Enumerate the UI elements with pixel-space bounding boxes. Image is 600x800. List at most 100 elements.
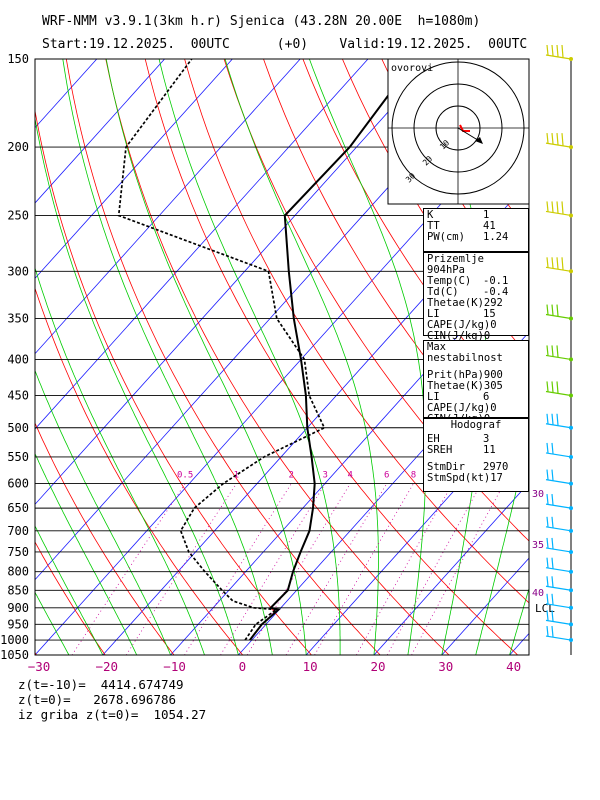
mixing-ratio-label: 8 <box>411 471 416 481</box>
wind-barb-flag <box>561 257 564 270</box>
pressure-tick-label: 200 <box>7 140 29 154</box>
wind-barb-flag <box>551 576 554 588</box>
wind-barb-shaft <box>545 526 572 532</box>
hodograf-panel: Hodograf EH 3 SREH 11 StmDir 2970 StmSpd(kt… <box>423 418 529 492</box>
wind-barb-flag <box>546 44 549 56</box>
wind-barb-shaft <box>545 603 572 609</box>
wind-barb-flag <box>546 494 549 505</box>
wind-barbs <box>545 44 573 655</box>
instability-value: 0 <box>490 402 497 414</box>
wind-barb-flag <box>556 257 559 269</box>
hodograf-value: 11 <box>483 444 496 456</box>
instability-panel: Max nestabilnost Prit(hPa) 900 Thetae(K) 3… <box>423 340 529 425</box>
pressure-tick-label: 850 <box>7 583 29 597</box>
hodograf-label: SREH <box>427 444 453 456</box>
z-minus10-line: z(t=-10)= 4414.674749 <box>18 677 184 692</box>
pressure-tick-label: 500 <box>7 421 29 435</box>
instability-label: Prit(hPa) <box>427 369 484 381</box>
pressure-tick-label: 400 <box>7 352 29 366</box>
profiles <box>117 59 417 641</box>
moist-adiabat-line <box>35 116 239 655</box>
wind-barb-shaft <box>545 585 572 591</box>
wind-barb-flag <box>546 576 549 587</box>
pressure-tick-label: 450 <box>7 388 29 402</box>
wind-barb-flag <box>546 516 549 527</box>
pw-value: 1.24 <box>483 231 509 243</box>
pressure-tick-label: 800 <box>7 565 29 579</box>
wind-barb-shaft <box>545 619 572 625</box>
wind-barb-shaft <box>545 547 572 553</box>
pressure-tick-label: 1000 <box>0 633 29 647</box>
pressure-tick-label: 600 <box>7 477 29 491</box>
wind-barb-flag <box>551 494 554 505</box>
wind-barb-shaft <box>545 452 572 458</box>
instability-value: 305 <box>483 380 503 392</box>
temperature-tick-label: 30 <box>438 659 453 674</box>
lcl-label: LCL <box>535 602 555 615</box>
mixing-ratio-line <box>125 483 237 655</box>
hodograf-label: EH <box>427 433 440 445</box>
pressure-tick-label: 650 <box>7 501 29 515</box>
mixing-ratio-label: 4 <box>347 471 352 481</box>
pressure-tick-label: 950 <box>7 617 29 631</box>
wind-barb-flag <box>551 133 554 144</box>
temperature-tick-label: 40 <box>506 659 521 674</box>
pressure-tick-label: 900 <box>7 601 29 615</box>
surface-panel: Prizemlje 904hPa Temp(C) -0.1 Td(C) -0.4 T… <box>423 252 529 342</box>
pressure-tick-label: 700 <box>7 524 29 538</box>
wind-barb-flag <box>551 537 554 549</box>
temperature-tick-label: −20 <box>96 659 119 674</box>
isotherm-line <box>35 59 301 355</box>
wind-barb-flag <box>546 201 549 212</box>
pressure-tick-label: 1050 <box>0 648 29 662</box>
mixing-ratio-line <box>71 483 186 655</box>
temperature-tick-label: −30 <box>28 659 51 674</box>
wind-barb-flag <box>551 44 554 56</box>
hodograf-value: 2970 <box>483 461 509 473</box>
mixing-ratio-line <box>184 483 292 655</box>
moist-adiabat-line <box>35 266 205 655</box>
wind-barb-flag <box>546 593 549 604</box>
wind-barb-flag <box>561 133 564 146</box>
mixing-ratio-label: 3 <box>323 471 328 481</box>
wind-barb-flag <box>561 201 564 214</box>
pressure-axis: 150 200 250 300 350 400 450 500 550 600 650 700 750 8… <box>0 52 29 662</box>
surface-label: Temp(C) <box>427 275 472 287</box>
wind-barb-shaft <box>545 635 572 641</box>
pressure-tick-label: 300 <box>7 264 29 278</box>
wind-barb-flag <box>556 304 559 317</box>
wind-barb-flag <box>546 257 549 268</box>
isotherm-line <box>35 59 437 505</box>
surface-label: Thetae(K) <box>427 297 484 309</box>
wind-barb-flag <box>546 381 549 392</box>
temperature-profile <box>249 59 417 641</box>
pressure-tick-label: 350 <box>7 312 29 326</box>
surface-label: Td(C) <box>427 286 459 298</box>
mixing-ratio-label: 1 <box>234 471 239 481</box>
mixing-ratio-line <box>220 483 326 655</box>
k-value: 1 <box>483 209 490 221</box>
temperature-tick-label: 10 <box>303 659 318 674</box>
mixing-ratio-label: 0.5 <box>177 471 193 481</box>
hodograf-value: 17 <box>490 472 503 484</box>
wind-barb-flag <box>546 557 549 568</box>
surface-value: 0 <box>490 319 497 331</box>
surface-value: -0.4 <box>483 286 509 298</box>
wind-barb-shaft <box>545 313 572 320</box>
surface-value: 15 <box>483 308 496 320</box>
hodograf-value: 3 <box>483 433 490 445</box>
instability-label: Thetae(K) <box>427 380 484 392</box>
wind-barb-flag <box>551 516 554 528</box>
theta-e-label: 40 <box>532 588 544 599</box>
pressure-tick-label: 550 <box>7 450 29 464</box>
dry-adiabat-line <box>35 287 244 655</box>
wind-barb-flag <box>551 201 554 213</box>
wind-barb-flag <box>546 625 549 637</box>
dewpoint-profile <box>117 59 326 641</box>
z-ground-line: iz griba z(t=0)= 1054.27 <box>18 707 207 722</box>
wind-barb-shaft <box>545 567 572 573</box>
isotherm-line <box>373 482 529 655</box>
wind-barb-flag <box>551 257 554 269</box>
hodograf-title: Hodograf <box>450 419 502 431</box>
wind-barb-shaft <box>545 423 572 429</box>
